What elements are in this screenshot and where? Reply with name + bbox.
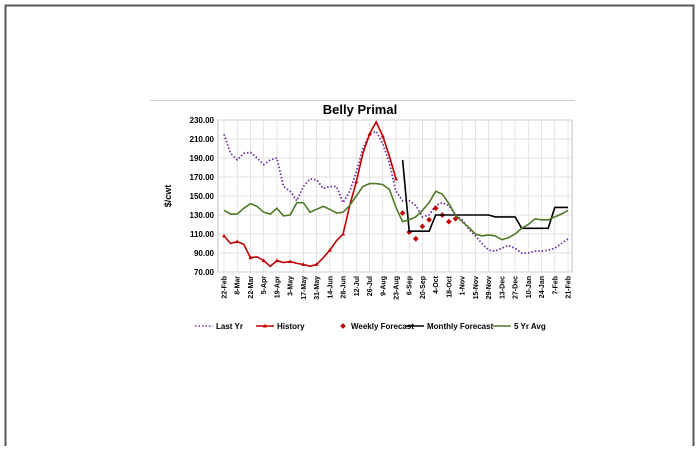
x-tick-label: 6-Sep	[407, 276, 414, 295]
x-tick-label: 17-May	[301, 276, 308, 300]
triangle-marker	[354, 179, 359, 184]
x-tick-label: 24-Jan	[539, 276, 546, 298]
x-tick-label: 19-Apr	[274, 276, 281, 298]
triangle-marker	[222, 233, 226, 238]
x-tick-label: 1-Nov	[460, 276, 467, 296]
triangle-marker	[301, 262, 306, 266]
x-tick-label: 28-Jun	[341, 276, 348, 299]
triangle-marker	[261, 258, 266, 263]
legend-triangle	[263, 323, 267, 328]
diamond-marker	[419, 223, 426, 230]
x-tick-label: 3-May	[288, 276, 295, 296]
y-tick-label: 210.00	[190, 135, 215, 144]
y-tick-label: 110.00	[190, 230, 215, 239]
legend-label: 5 Yr Avg	[514, 322, 546, 331]
legend-label: History	[277, 322, 305, 331]
triangle-marker	[248, 255, 253, 260]
diamond-marker	[432, 205, 439, 212]
x-tick-label: 31-May	[314, 276, 321, 300]
x-tick-label: 15-Nov	[473, 276, 480, 299]
x-tick-label: 21-Feb	[566, 276, 573, 299]
x-tick-label: 18-Oct	[446, 275, 453, 297]
y-tick-label: 190.00	[190, 154, 215, 163]
legend-label: Monthly Forecast	[427, 322, 494, 331]
x-tick-label: 29-Nov	[486, 276, 493, 299]
y-tick-label: 130.00	[190, 211, 215, 220]
x-tick-label: 22-Feb	[222, 276, 229, 299]
x-tick-label: 10-Jan	[526, 276, 533, 298]
x-tick-label: 9-Aug	[380, 276, 387, 296]
y-tick-label: 150.00	[190, 192, 215, 201]
triangle-marker	[367, 132, 372, 136]
triangle-marker	[274, 258, 279, 263]
chart-title: Belly Primal	[323, 102, 397, 117]
triangle-marker	[341, 231, 346, 236]
series-line	[223, 130, 569, 254]
diamond-marker	[426, 216, 432, 223]
triangle-marker	[380, 133, 385, 138]
y-tick-label: 70.00	[194, 268, 215, 277]
diamond-marker	[399, 210, 406, 216]
triangle-marker	[327, 247, 332, 252]
legend-diamond	[340, 323, 346, 329]
triangle-marker	[235, 239, 240, 244]
x-tick-label: 23-Aug	[394, 276, 401, 300]
triangle-marker	[288, 259, 293, 264]
x-tick-label: 22-Mar	[248, 276, 255, 299]
legend-label: Last Yr	[216, 322, 243, 331]
series-line	[223, 182, 569, 241]
x-tick-label: 5-Apr	[261, 276, 268, 295]
x-tick-label: 4-Oct	[433, 275, 440, 294]
series-line	[223, 120, 397, 268]
x-tick-label: 13-Dec	[499, 276, 506, 299]
triangle-marker	[314, 262, 319, 266]
y-tick-label: 90.00	[194, 249, 215, 258]
y-tick-label: 230.00	[190, 116, 215, 125]
x-tick-label: 14-Jun	[327, 276, 334, 299]
series-line	[401, 159, 568, 232]
legend-label: Weekly Forecast	[351, 322, 414, 331]
x-tick-label: 12-Jul	[354, 276, 361, 296]
y-tick-label: 170.00	[190, 173, 215, 182]
x-tick-label: 8-Mar	[235, 276, 242, 295]
x-tick-label: 7-Feb	[552, 276, 559, 295]
x-tick-label: 27-Dec	[513, 276, 520, 299]
x-tick-label: 26-Jul	[367, 276, 374, 296]
diamond-marker	[446, 218, 452, 225]
diamond-marker	[413, 235, 419, 242]
y-axis-label: $/cwt	[163, 185, 173, 208]
triangle-marker	[394, 176, 398, 181]
x-tick-label: 20-Sep	[420, 276, 427, 299]
